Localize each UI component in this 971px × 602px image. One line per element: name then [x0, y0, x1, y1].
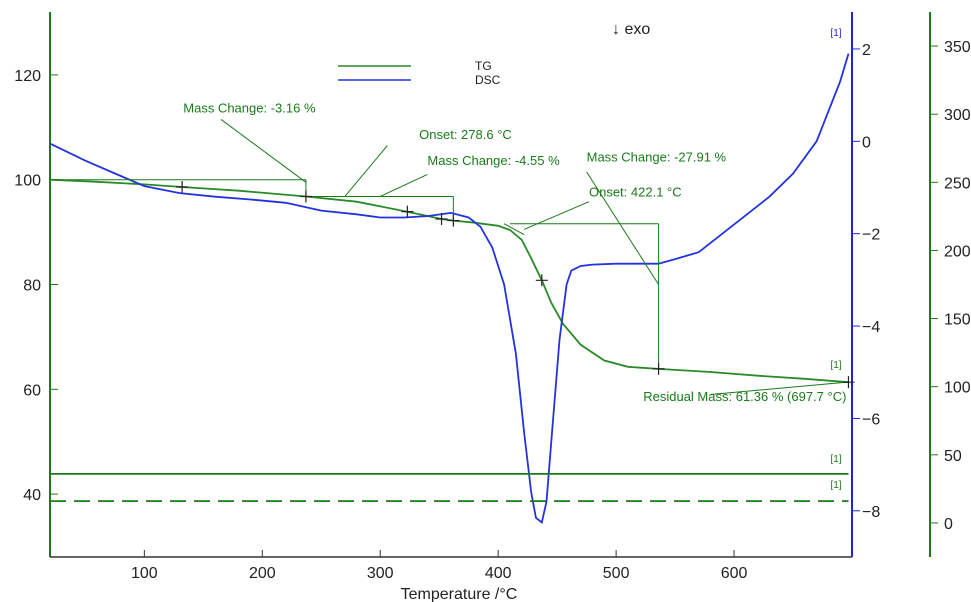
temperature-tick-label: 350: [944, 39, 971, 56]
exo-direction-label: ↓ exo: [612, 21, 650, 38]
annotation-label: Residual Mass: 61.36 % (697.7 °C): [643, 389, 846, 404]
tg-tick-label: 80: [23, 278, 41, 295]
curve-tag: [1]: [830, 454, 841, 465]
series-line-tg: [49, 178, 849, 384]
x-tick-label: 500: [603, 565, 630, 582]
temperature-tick-label: 150: [944, 312, 971, 329]
evaluation-marker: [652, 362, 665, 375]
onset-tangent-2: [503, 223, 525, 236]
legend-label-tg: TG: [475, 59, 492, 73]
dsc-tick-label: 2: [862, 42, 871, 59]
evaluation-marker: [435, 212, 448, 225]
annotation-label: Onset: 422.1 °C: [589, 184, 682, 199]
x-axis-title: Temperature /°C: [401, 586, 518, 602]
curve-tag: [1]: [830, 360, 841, 371]
temperature-tick-label: 250: [944, 175, 971, 192]
series-line-dsc: [49, 53, 850, 524]
temperature-tick-label: 300: [944, 107, 971, 124]
curve-tag: [1]: [830, 28, 841, 39]
leader-mass-change-3: [586, 171, 659, 285]
x-tick-label: 300: [367, 565, 394, 582]
temperature-tick-label: 0: [944, 516, 953, 533]
evaluation-marker: [401, 205, 414, 218]
x-tick-label: 600: [721, 565, 748, 582]
x-tick-label: 400: [485, 565, 512, 582]
leader-residual-mass: [710, 381, 849, 396]
curve-tag: [1]: [830, 480, 841, 491]
dsc-tick-label: 0: [862, 134, 871, 151]
leader-mass-change-2: [380, 173, 428, 197]
evaluation-marker: [535, 274, 548, 287]
temperature-tick-label: 100: [944, 380, 971, 397]
annotation-label: Mass Change: -27.91 %: [587, 149, 727, 164]
evaluation-marker: [447, 214, 460, 227]
annotation-label: Mass Change: -3.16 %: [183, 101, 316, 116]
leader-onset-2: [523, 201, 590, 230]
evaluation-marker: [176, 181, 189, 194]
dsc-tick-label: −4: [862, 319, 880, 336]
temperature-tick-label: 50: [944, 448, 962, 465]
dsc-tick-label: −8: [862, 504, 880, 521]
dsc-tick-label: −2: [862, 227, 880, 244]
tg-tick-label: 40: [23, 487, 41, 504]
tg-tick-label: 60: [23, 382, 41, 399]
dsc-tick-label: −6: [862, 411, 880, 428]
x-tick-label: 200: [249, 565, 276, 582]
x-tick-label: 100: [131, 565, 158, 582]
evaluation-marker: [842, 376, 855, 389]
evaluation-marker: [299, 190, 312, 203]
tg-tick-label: 100: [14, 173, 41, 190]
tg-tick-label: 120: [14, 68, 41, 85]
annotation-label: Mass Change: -4.55 %: [427, 153, 560, 168]
leader-mass-change-1: [220, 119, 307, 183]
annotation-label: Onset: 278.6 °C: [419, 127, 512, 142]
leader-onset-1: [344, 145, 388, 197]
temperature-tick-label: 200: [944, 243, 971, 260]
legend-label-dsc: DSC: [475, 73, 501, 87]
